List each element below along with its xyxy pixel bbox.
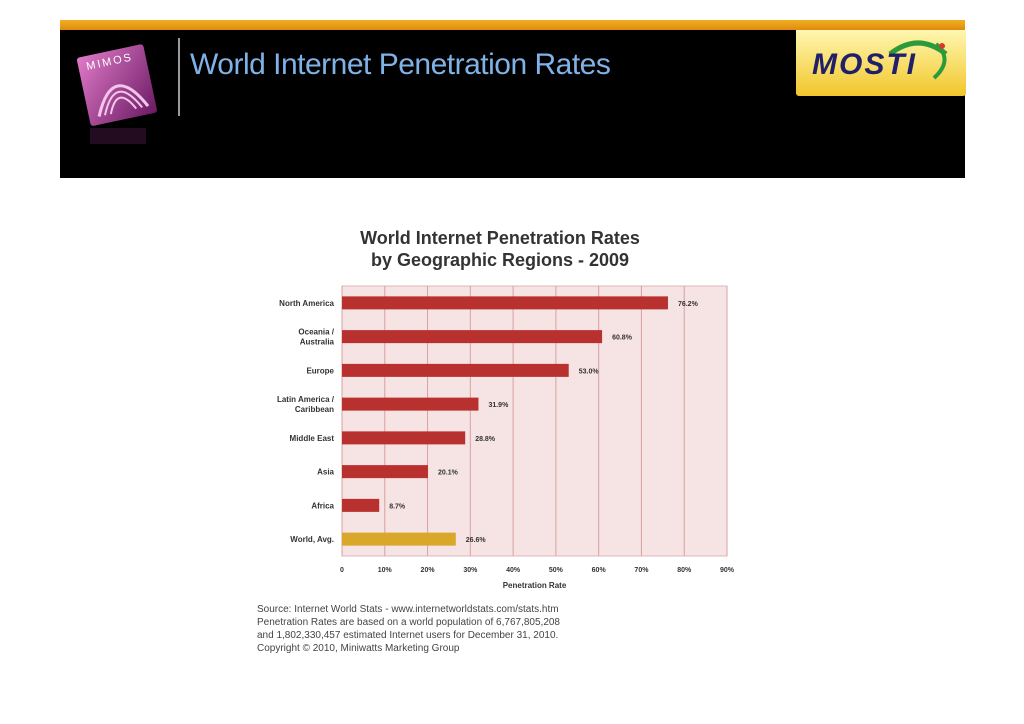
category-label: Europe	[306, 366, 334, 375]
bar-value-label: 53.0%	[579, 368, 600, 375]
chart-title: World Internet Penetration Rates	[360, 228, 640, 248]
category-label: Caribbean	[295, 405, 334, 414]
source-line: and 1,802,330,457 estimated Internet use…	[257, 630, 559, 641]
x-tick-label: 30%	[463, 567, 478, 574]
category-label: Africa	[311, 501, 334, 510]
source-line: Copyright © 2010, Miniwatts Marketing Gr…	[257, 643, 460, 654]
x-tick-label: 60%	[592, 567, 607, 574]
bar-value-label: 8.7%	[389, 503, 406, 510]
category-label: North America	[279, 299, 334, 308]
x-tick-label: 0	[340, 567, 344, 574]
x-tick-label: 40%	[506, 567, 521, 574]
bar-value-label: 26.6%	[466, 537, 487, 544]
penetration-chart: World Internet Penetration Rates by Geogr…	[250, 218, 750, 668]
category-label: Middle East	[290, 434, 335, 443]
category-label: World, Avg.	[290, 535, 334, 544]
bar	[342, 431, 466, 445]
bar-value-label: 60.8%	[612, 335, 633, 342]
bar	[342, 465, 428, 479]
x-tick-label: 10%	[378, 567, 393, 574]
mosti-logo: MOSTI	[796, 30, 966, 96]
bar	[342, 296, 668, 310]
x-axis-label: Penetration Rate	[503, 581, 567, 590]
x-tick-label: 70%	[634, 567, 649, 574]
bar	[342, 498, 380, 512]
category-label: Latin America /	[277, 395, 335, 404]
header-accent-bar	[60, 20, 965, 30]
slide-header: MIMOS World Internet Penetration Rates M…	[60, 30, 966, 178]
source-note: Source: Internet World Stats - www.inter…	[257, 603, 637, 655]
source-line: Source: Internet World Stats - www.inter…	[257, 604, 559, 615]
mosti-swoosh-icon	[888, 40, 948, 80]
bar-value-label: 20.1%	[438, 470, 459, 477]
mimos-logo: MIMOS	[76, 44, 157, 144]
x-tick-label: 90%	[720, 567, 735, 574]
bar	[342, 363, 569, 377]
world-avg-bar	[342, 532, 456, 546]
source-line: Penetration Rates are based on a world p…	[257, 617, 560, 628]
bar-value-label: 76.2%	[678, 301, 699, 308]
x-tick-label: 20%	[421, 567, 436, 574]
category-label: Asia	[317, 468, 334, 477]
plot-area	[341, 285, 728, 557]
chart-subtitle: by Geographic Regions - 2009	[371, 250, 629, 270]
bar-value-label: 28.8%	[475, 436, 496, 443]
category-label: Oceania /	[298, 328, 334, 337]
bar	[342, 397, 479, 411]
bar-value-label: 31.9%	[488, 402, 509, 409]
category-label: Australia	[300, 338, 335, 347]
bar	[342, 330, 603, 344]
x-tick-label: 50%	[549, 567, 564, 574]
x-tick-label: 80%	[677, 567, 692, 574]
header-divider	[178, 38, 180, 116]
slide-title: World Internet Penetration Rates	[190, 48, 611, 81]
mosti-logo-text: MOSTI	[812, 48, 917, 81]
